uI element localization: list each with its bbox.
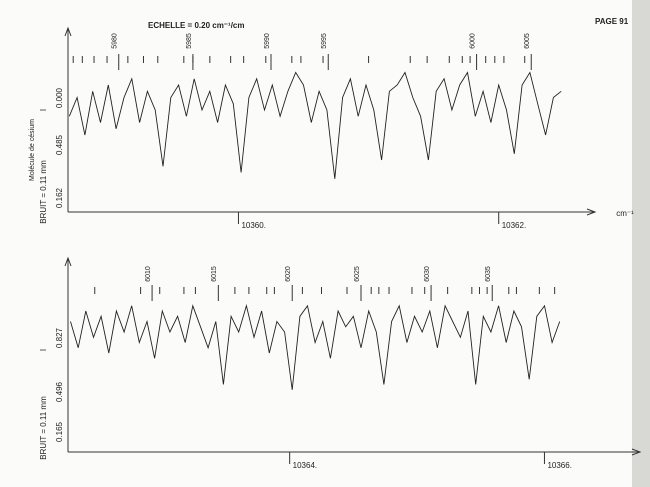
line-label: 5980 [112, 33, 119, 49]
x-tick-label: 10360. [241, 221, 265, 230]
line-label: 6030 [424, 266, 431, 282]
y-label: 0.496 [55, 381, 64, 402]
scan-edge [632, 0, 650, 487]
y-label: 0.000 [55, 87, 64, 108]
y-axis [64, 256, 72, 452]
spectrum [70, 304, 561, 390]
line-label: 6010 [145, 266, 152, 282]
spectrum [68, 71, 562, 179]
line-label: 6015 [211, 266, 218, 282]
molecule-label: Molécule de césium [29, 119, 36, 181]
y-label: 0.162 [55, 187, 64, 208]
scale-title: ECHELLE = 0.20 cm⁻¹/cm [148, 21, 244, 30]
x-tick-label: 10366. [547, 461, 571, 470]
line-label: 5990 [264, 33, 271, 49]
y-label: 0.485 [55, 134, 64, 155]
noise-label: BRUIT = 0.11 mm [39, 396, 48, 460]
y-label: 0.827 [55, 327, 64, 348]
noise-label: BRUIT = 0.11 mm [39, 160, 48, 224]
line-label: 5995 [321, 33, 328, 49]
x-tick-label: 10362. [502, 221, 526, 230]
intensity-symbol: I [39, 349, 48, 351]
x-axis-label: cm⁻¹ [616, 209, 634, 218]
line-label: 6020 [285, 266, 292, 282]
y-axis [64, 26, 72, 212]
line-label: 5985 [186, 33, 193, 49]
x-axis [68, 208, 597, 216]
line-label: 6005 [524, 33, 531, 49]
page-number: PAGE 91 [595, 17, 629, 26]
line-label: 6035 [485, 266, 492, 282]
x-tick-label: 10364. [293, 461, 317, 470]
intensity-symbol: I [39, 109, 48, 111]
line-label: 6000 [469, 33, 476, 49]
y-label: 0.165 [55, 421, 64, 442]
line-label: 6025 [354, 266, 361, 282]
